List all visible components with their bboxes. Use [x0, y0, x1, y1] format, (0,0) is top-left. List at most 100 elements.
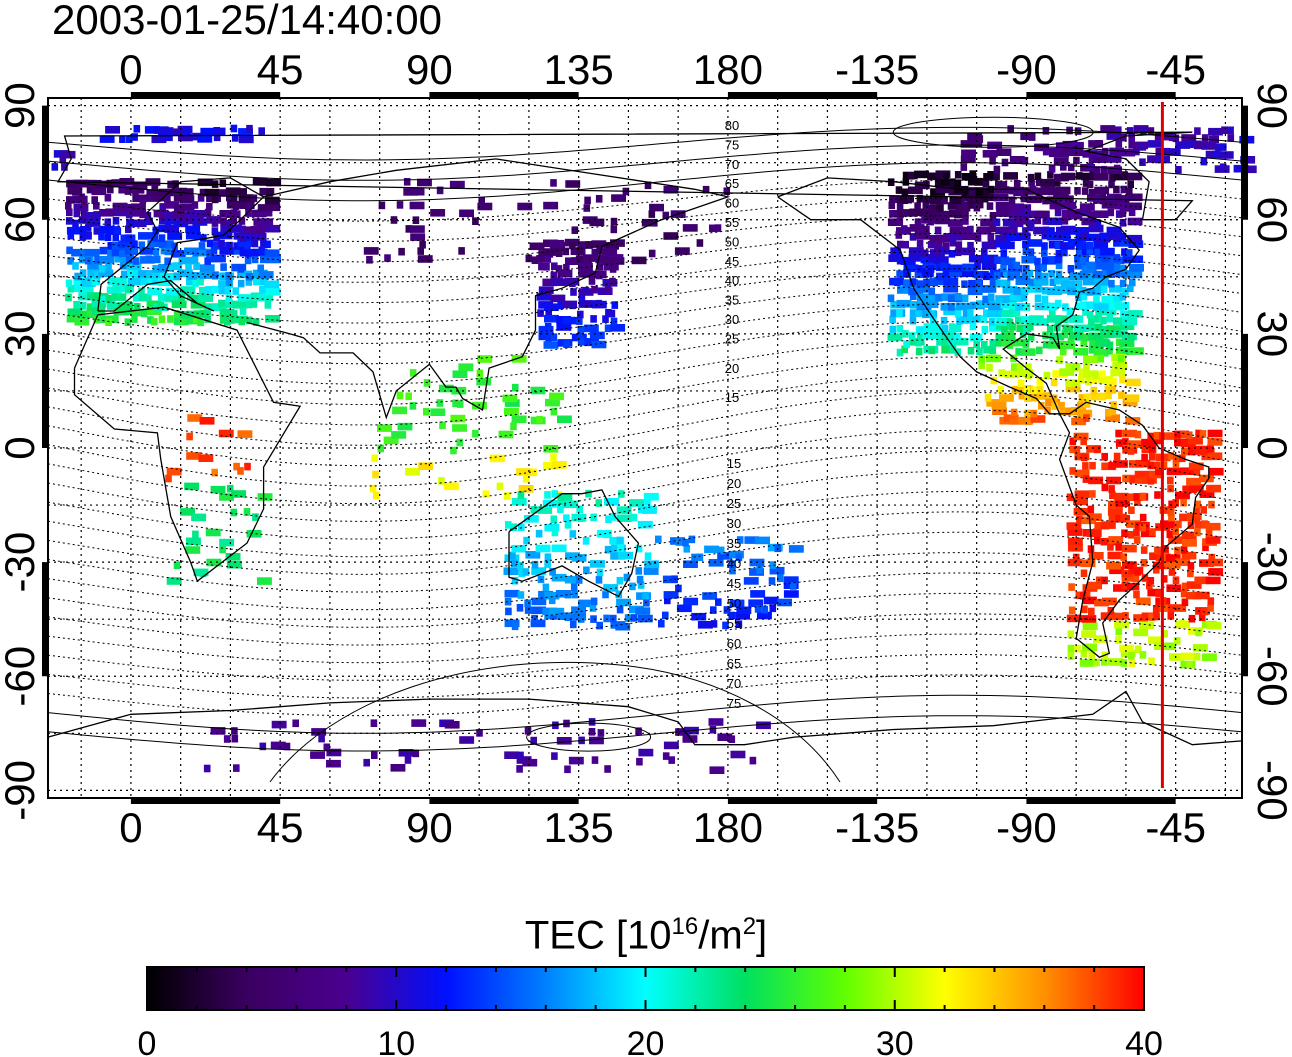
- tec-cell-samerica: [1205, 522, 1221, 531]
- tec-cell-namerica: [1086, 247, 1094, 255]
- tec-cell-pacific: [769, 561, 777, 569]
- tec-cell-namerica: [1127, 284, 1134, 292]
- tec-cell-australia: [531, 597, 547, 606]
- tec-cell-namerica: [1040, 185, 1056, 194]
- tec-cell-namerica: [894, 278, 901, 287]
- tec-cell-samerica: [1121, 529, 1128, 537]
- tec-cell-europe: [245, 202, 252, 211]
- tec-cell-europe: [166, 240, 174, 248]
- tec-cell-australia: [551, 528, 559, 537]
- tec-cell-samerica: [1139, 492, 1147, 501]
- tec-cell-arctic: [960, 163, 968, 171]
- tec-cell-europe: [125, 255, 133, 264]
- tec-cell-samerica: [1120, 659, 1128, 667]
- tec-cell-antarctica: [522, 758, 538, 767]
- tec-cell-samerica: [1108, 485, 1115, 493]
- tec-cell-namerica: [1001, 325, 1008, 333]
- tec-cell-australia: [618, 490, 625, 498]
- tec-cell-namerica: [1113, 254, 1121, 262]
- tec-cell-namerica: [1013, 261, 1020, 270]
- tec-cell-pacific: [754, 605, 762, 613]
- tec-cell-europe: [226, 241, 233, 250]
- tec-cell-samerica: [1147, 461, 1154, 470]
- tec-cell-samerica: [1193, 653, 1201, 661]
- tec-cell-namerica: [1019, 330, 1027, 339]
- tec-cell-namerica: [909, 316, 917, 325]
- tec-cell-samerica: [1167, 508, 1175, 517]
- tec-cell-namerica: [1048, 227, 1055, 235]
- tec-cell-namerica: [1088, 211, 1095, 219]
- tec-cell-europe: [158, 264, 174, 272]
- tec-cell-namerica: [962, 309, 970, 317]
- tec-cell-namerica: [962, 226, 969, 235]
- tec-cell-samerica: [1202, 543, 1209, 552]
- tec-cell-europe: [237, 294, 253, 302]
- tec-cell-namerica: [947, 233, 963, 241]
- tec-cell-central-america: [1110, 368, 1126, 377]
- tec-cell-se-asia: [405, 468, 420, 476]
- mag-label-south: 25: [727, 496, 741, 511]
- tec-cell-antarctica: [363, 758, 370, 767]
- tec-cell-europe: [266, 218, 274, 226]
- tec-cell-central-america: [1109, 407, 1117, 416]
- tec-cell-namerica: [1087, 216, 1095, 224]
- tec-cell-samerica: [1180, 652, 1196, 661]
- tec-cell-namerica: [896, 299, 912, 308]
- tec-cell-namerica: [927, 172, 943, 181]
- tec-cell-europe: [99, 301, 106, 310]
- tec-cell-pacific: [710, 620, 718, 628]
- tec-cell-namerica: [1009, 323, 1016, 331]
- tec-cell-europe: [151, 317, 158, 326]
- tec-cell-australia: [551, 573, 567, 582]
- tec-cell-namerica: [943, 307, 959, 316]
- tec-cell-namerica: [1129, 264, 1144, 272]
- tec-cell-africa: [191, 513, 207, 522]
- tec-cell-arctic: [61, 163, 68, 171]
- tec-cell-namerica: [967, 346, 975, 355]
- tec-cell-namerica: [954, 324, 962, 332]
- tec-cell-central-america: [1037, 402, 1045, 410]
- tec-cell-namerica: [1100, 330, 1115, 339]
- tec-cell-namerica: [1040, 178, 1055, 187]
- tec-cell-samerica: [1181, 531, 1197, 540]
- tec-cell-siberia: [477, 202, 493, 211]
- tec-cell-polar-north: [238, 135, 254, 144]
- frame-tick-bars: [42, 92, 1248, 804]
- tec-cell-europe: [164, 211, 180, 220]
- tec-cell-europe: [131, 308, 146, 317]
- tec-cell-se-asia: [452, 424, 467, 432]
- tec-cell-samerica: [1087, 505, 1095, 514]
- tec-cell-samerica: [1109, 491, 1116, 499]
- tec-cell-australia: [516, 604, 524, 612]
- tec-cell-antarctica: [556, 737, 572, 745]
- tec-cell-australia: [616, 605, 624, 614]
- tec-cell-namerica: [1080, 232, 1088, 240]
- tec-cell-namerica: [1100, 285, 1108, 293]
- tec-cell-namerica: [1062, 324, 1069, 333]
- coast-asia: [246, 158, 731, 420]
- tec-cell-samerica: [1168, 536, 1184, 544]
- tec-cell-central-america: [1065, 384, 1081, 393]
- tec-cell-europe: [152, 226, 160, 235]
- tec-cell-pacific: [655, 535, 662, 544]
- tec-cell-namerica: [922, 249, 929, 258]
- tec-cell-namerica: [1119, 232, 1127, 241]
- colorbar-tick-label: 20: [627, 1025, 665, 1057]
- tec-cell-antarctica: [231, 734, 239, 743]
- tec-cell-antarctica: [233, 764, 240, 772]
- tec-cell-australia: [596, 621, 603, 630]
- tec-cell-central-america: [986, 354, 1001, 363]
- tec-cell-australia: [564, 590, 572, 599]
- tec-cell-namerica: [914, 225, 930, 234]
- tec-cell-namerica: [927, 217, 935, 226]
- tec-cell-africa: [166, 467, 182, 476]
- tec-cell-se-asia: [450, 446, 457, 455]
- tec-cell-africa: [206, 558, 222, 567]
- tec-cell-pacific: [722, 621, 729, 630]
- tec-cell-namerica: [1099, 303, 1115, 311]
- tec-cell-namerica: [981, 248, 988, 256]
- tec-cell-samerica: [1208, 467, 1224, 476]
- tec-cell-europe: [73, 284, 81, 292]
- tec-cell-central-america: [1118, 391, 1125, 399]
- tec-cell-namerica: [987, 239, 1003, 248]
